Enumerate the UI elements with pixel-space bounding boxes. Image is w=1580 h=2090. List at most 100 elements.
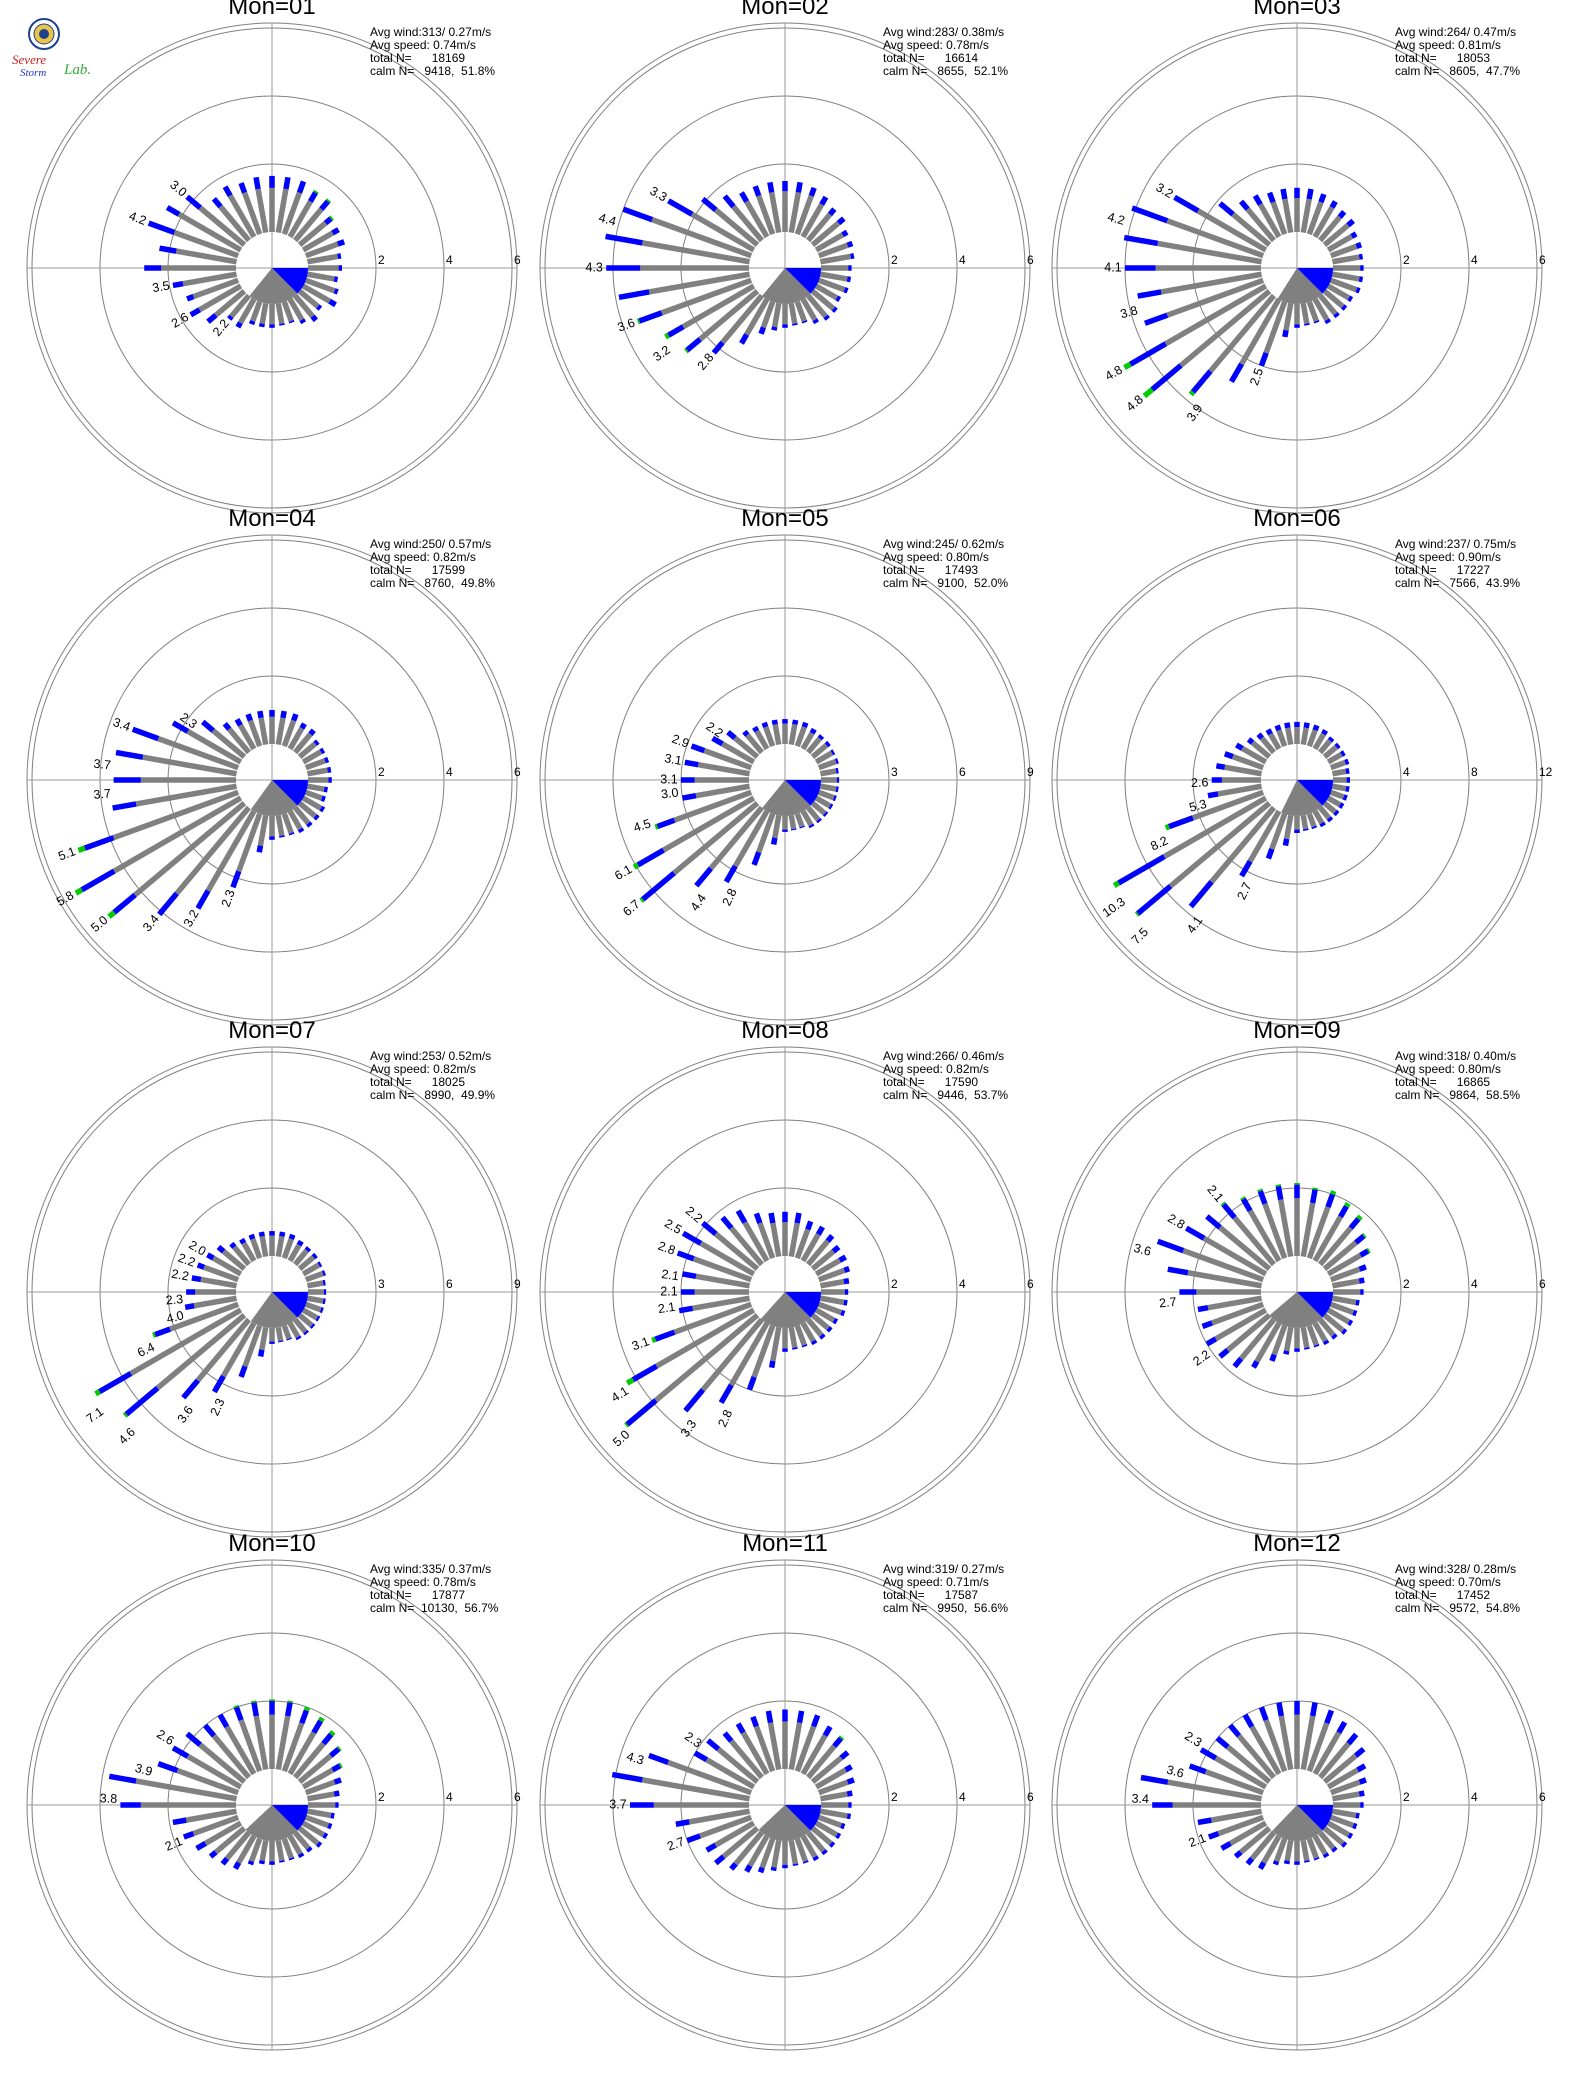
wind-bar-100-seg1 xyxy=(323,786,329,793)
bar-value-label: 3.9 xyxy=(1184,402,1205,424)
wind-bar-320-seg1 xyxy=(742,729,750,737)
wind-rose-mon-12: 2 4 6 2.1 3.4 3.6 2.3 Mon=12 Avg wind:328/ 0.28m… xyxy=(1051,1530,1546,2051)
wind-bar-80-seg0 xyxy=(306,1791,335,1802)
wind-bar-80-seg0 xyxy=(1331,1791,1360,1802)
wind-bar-230-seg1 xyxy=(112,892,137,915)
wind-bar-240-seg1 xyxy=(189,307,201,318)
calm-n-text: calm N= 9100, 52.0% xyxy=(883,576,1008,590)
severe-storm-lab-logo: Severe Storm Lab. xyxy=(12,18,91,79)
wind-bar-290-seg0 xyxy=(651,217,753,259)
wind-bar-110-seg0 xyxy=(304,789,323,801)
wind-bar-160-seg1 xyxy=(801,1344,808,1348)
wind-bar-50-seg0 xyxy=(297,1255,316,1271)
avg-wind-text: Avg wind:245/ 0.62m/s xyxy=(883,537,1004,551)
radial-tick-label: 4 xyxy=(446,765,453,779)
wind-bar-280-seg1 xyxy=(611,1771,643,1783)
wind-bar-60-seg2 xyxy=(338,1762,343,1769)
wind-bar-80-seg1 xyxy=(1345,768,1350,775)
wind-bar-220-seg0 xyxy=(1238,1317,1276,1361)
wind-bar-160-seg1 xyxy=(288,832,295,836)
wind-bar-10-seg1 xyxy=(792,719,799,725)
dominant-sector xyxy=(272,780,308,806)
wind-bar-140-seg0 xyxy=(806,1830,826,1853)
wind-bar-300-seg1 xyxy=(206,1252,215,1261)
wind-bar-20-seg1 xyxy=(1312,724,1320,732)
dominant-sector xyxy=(1297,780,1333,806)
wind-bar-10-seg1 xyxy=(796,1710,805,1724)
wind-bar-160-seg0 xyxy=(281,1837,294,1859)
wind-bar-70-seg0 xyxy=(304,1270,324,1283)
wind-bar-110-seg1 xyxy=(320,795,326,802)
wind-bar-100-seg1 xyxy=(1345,785,1350,792)
wind-bar-340-seg0 xyxy=(1263,1719,1288,1773)
wind-bar-120-seg0 xyxy=(301,795,323,811)
bar-value-label: 3.6 xyxy=(1132,1241,1152,1259)
wind-bar-340-seg1 xyxy=(238,182,248,194)
wind-bar-310-seg1 xyxy=(185,1731,202,1747)
wind-bar-110-seg1 xyxy=(843,287,849,294)
wind-bar-80-seg0 xyxy=(819,1278,845,1289)
wind-bar-60-seg0 xyxy=(1326,1252,1362,1277)
wind-bar-200-seg0 xyxy=(1273,1837,1288,1863)
avg-speed-text: Avg speed: 0.70m/s xyxy=(1395,1575,1501,1589)
wind-bar-240-seg0 xyxy=(198,283,243,313)
bar-value-label: 4.1 xyxy=(1184,914,1205,936)
wind-bar-280-seg1 xyxy=(1167,1266,1189,1276)
bar-value-label: 2.1 xyxy=(1187,1831,1208,1850)
radial-tick-label: 6 xyxy=(1539,253,1546,267)
wind-bar-210-seg0 xyxy=(1239,297,1282,366)
wind-bar-70-seg1 xyxy=(321,1270,326,1277)
wind-bar-100-seg1 xyxy=(330,1812,335,1819)
avg-speed-text: Avg speed: 0.80m/s xyxy=(1395,1062,1501,1076)
wind-bar-160-seg1 xyxy=(1313,320,1320,324)
wind-bar-220-seg0 xyxy=(720,293,764,345)
total-n-text: total N= 17452 xyxy=(1395,1588,1490,1602)
wind-bar-150-seg0 xyxy=(800,1321,816,1343)
wind-bar-280-seg1 xyxy=(115,749,144,760)
wind-bar-240-seg0 xyxy=(662,795,756,853)
wind-bar-320-seg0 xyxy=(218,204,251,243)
wind-bar-60-seg0 xyxy=(301,1262,321,1277)
wind-bar-160-seg0 xyxy=(281,812,294,834)
wind-bar-250-seg1 xyxy=(1201,1320,1213,1329)
wind-bar-240-seg1 xyxy=(80,868,116,893)
wind-bar-190-seg1 xyxy=(256,845,264,853)
wind-bar-310-seg1 xyxy=(700,196,718,212)
wind-bar-140-seg0 xyxy=(1318,1317,1336,1337)
wind-bar-80-seg0 xyxy=(819,1791,848,1802)
wind-bar-130-seg1 xyxy=(316,1841,323,1848)
wind-bar-240-seg0 xyxy=(655,1307,756,1369)
wind-bar-150-seg0 xyxy=(800,297,818,322)
bar-value-label: 4.2 xyxy=(127,209,148,228)
wind-bar-280-seg1 xyxy=(1140,1774,1169,1785)
wind-bar-110-seg1 xyxy=(1352,1309,1358,1317)
wind-bar-200-seg0 xyxy=(751,1324,776,1378)
wind-bar-140-seg0 xyxy=(1318,293,1338,316)
wind-bar-150-seg0 xyxy=(287,1834,303,1856)
wind-bar-40-seg1 xyxy=(825,1234,835,1243)
wind-bar-140-seg1 xyxy=(306,1846,313,1853)
bar-value-label: 2.9 xyxy=(670,732,691,751)
wind-bar-150-seg1 xyxy=(297,1852,305,1859)
wind-bar-140-seg0 xyxy=(1318,1830,1336,1850)
wind-bar-240-seg2 xyxy=(625,1377,635,1386)
wind-bar-130-seg0 xyxy=(1322,1826,1345,1846)
wind-bar-320-seg1 xyxy=(1238,199,1250,211)
wind-bar-220-seg1 xyxy=(1245,1856,1255,1866)
wind-bar-300-seg0 xyxy=(690,211,756,253)
radial-tick-label: 3 xyxy=(891,765,898,779)
wind-bar-330-seg1 xyxy=(239,1237,247,1245)
wind-bar-50-seg1 xyxy=(313,739,320,746)
wind-rose-mon-11: 2 4 6 2.7 3.7 4.3 2.3 Mon=11 Avg wind:319/ 0.27m… xyxy=(539,1530,1034,2051)
wind-bar-210-seg1 xyxy=(739,333,749,345)
wind-bar-260-seg1 xyxy=(1197,1817,1212,1826)
wind-bar-340-seg0 xyxy=(1270,201,1288,236)
bar-value-label: 2.8 xyxy=(715,1408,735,1430)
wind-bar-350-seg0 xyxy=(768,191,782,234)
wind-bar-290-seg0 xyxy=(667,1759,753,1796)
wind-bar-150-seg1 xyxy=(297,827,305,834)
wind-bar-10-seg0 xyxy=(275,1235,285,1258)
wind-bar-340-seg0 xyxy=(756,194,776,236)
wind-bar-290-seg0 xyxy=(157,736,240,771)
